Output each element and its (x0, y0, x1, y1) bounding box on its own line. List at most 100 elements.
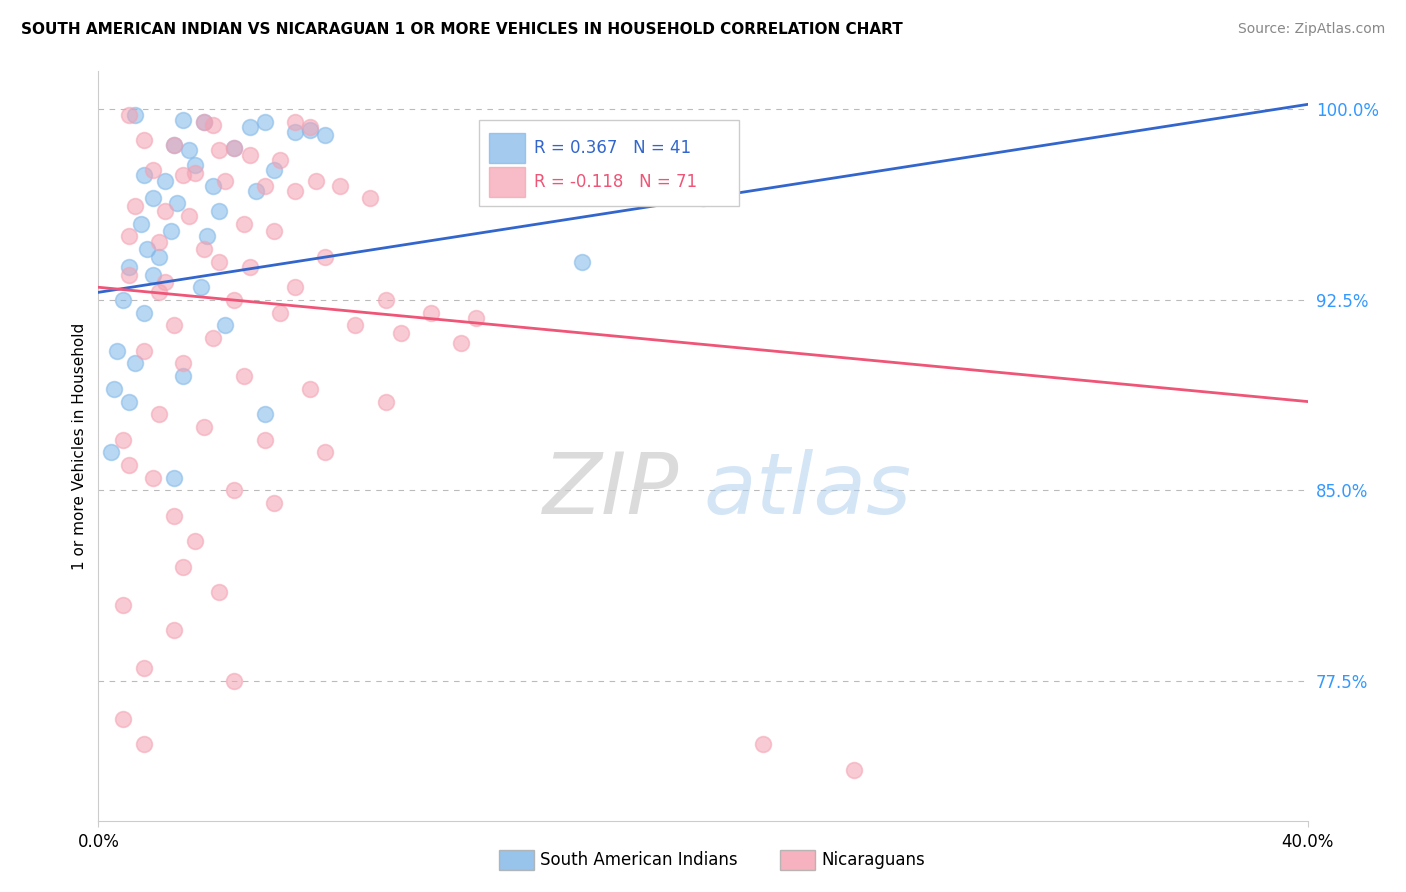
Text: SOUTH AMERICAN INDIAN VS NICARAGUAN 1 OR MORE VEHICLES IN HOUSEHOLD CORRELATION : SOUTH AMERICAN INDIAN VS NICARAGUAN 1 OR… (21, 22, 903, 37)
Point (132, 169, 155, 183)
Point (420, 306, 443, 320)
Point (118, 260, 141, 274)
Point (374, 394, 396, 409)
Point (284, 115, 307, 129)
Point (163, 471, 186, 485)
Point (124, 107, 146, 121)
Point (118, 268, 141, 282)
Point (202, 178, 225, 193)
Point (208, 143, 231, 157)
Point (172, 169, 194, 183)
Point (124, 199, 146, 213)
Point (239, 120, 262, 135)
Point (153, 275, 176, 289)
Point (253, 433, 276, 447)
Point (299, 382, 322, 396)
Point (329, 178, 352, 193)
Point (193, 115, 215, 129)
Text: ZIP: ZIP (543, 450, 679, 533)
Point (166, 196, 188, 211)
Point (142, 471, 165, 485)
Point (752, 738, 775, 752)
Text: Source: ZipAtlas.com: Source: ZipAtlas.com (1237, 22, 1385, 37)
Point (111, 598, 134, 612)
Point (239, 148, 262, 162)
Point (132, 133, 155, 147)
Point (142, 191, 165, 205)
Point (105, 343, 128, 358)
Point (124, 356, 146, 370)
Point (245, 184, 267, 198)
Point (184, 158, 207, 172)
Point (450, 336, 472, 351)
FancyBboxPatch shape (489, 168, 526, 197)
Point (129, 217, 152, 231)
Point (202, 118, 225, 132)
Text: R = -0.118   N = 71: R = -0.118 N = 71 (534, 173, 697, 191)
Point (163, 318, 186, 333)
Point (142, 268, 165, 282)
Text: South American Indians: South American Indians (540, 851, 738, 869)
Point (232, 217, 254, 231)
Text: atlas: atlas (703, 450, 911, 533)
Point (202, 331, 225, 345)
Point (314, 250, 336, 264)
Point (179, 143, 201, 157)
Point (253, 115, 276, 129)
Point (253, 407, 276, 421)
Point (193, 115, 215, 129)
Point (269, 153, 291, 168)
Point (214, 318, 236, 333)
Point (163, 623, 186, 637)
Point (103, 382, 125, 396)
Point (263, 496, 285, 510)
Point (132, 738, 155, 752)
Point (224, 140, 246, 154)
Point (269, 306, 291, 320)
Point (232, 369, 254, 384)
Point (163, 138, 186, 153)
FancyBboxPatch shape (489, 133, 526, 162)
Point (360, 191, 382, 205)
Point (844, 763, 866, 777)
Point (314, 445, 336, 459)
Point (148, 285, 170, 300)
Point (111, 712, 134, 726)
Point (263, 224, 285, 238)
Point (374, 293, 396, 307)
Point (263, 163, 285, 178)
Point (153, 173, 176, 187)
Point (118, 394, 141, 409)
Point (224, 293, 246, 307)
Point (179, 209, 201, 223)
Point (190, 280, 212, 294)
Point (132, 306, 155, 320)
Text: R = 0.367   N = 41: R = 0.367 N = 41 (534, 139, 690, 157)
Point (172, 559, 194, 574)
Point (208, 204, 231, 219)
Point (299, 122, 322, 136)
Point (224, 140, 246, 154)
Point (153, 204, 176, 219)
Point (314, 128, 336, 142)
Point (224, 673, 246, 688)
Point (692, 191, 714, 205)
Point (253, 178, 276, 193)
Point (172, 369, 194, 384)
Point (214, 173, 236, 187)
Point (148, 407, 170, 421)
Point (111, 433, 134, 447)
Point (208, 585, 231, 599)
FancyBboxPatch shape (479, 120, 740, 206)
Point (148, 235, 170, 249)
Point (172, 112, 194, 127)
Point (148, 250, 170, 264)
Point (389, 326, 412, 340)
Point (132, 661, 155, 675)
Point (193, 242, 215, 256)
Point (208, 255, 231, 269)
Point (195, 229, 218, 244)
Text: Nicaraguans: Nicaraguans (821, 851, 925, 869)
Point (118, 458, 141, 472)
Point (305, 173, 328, 187)
